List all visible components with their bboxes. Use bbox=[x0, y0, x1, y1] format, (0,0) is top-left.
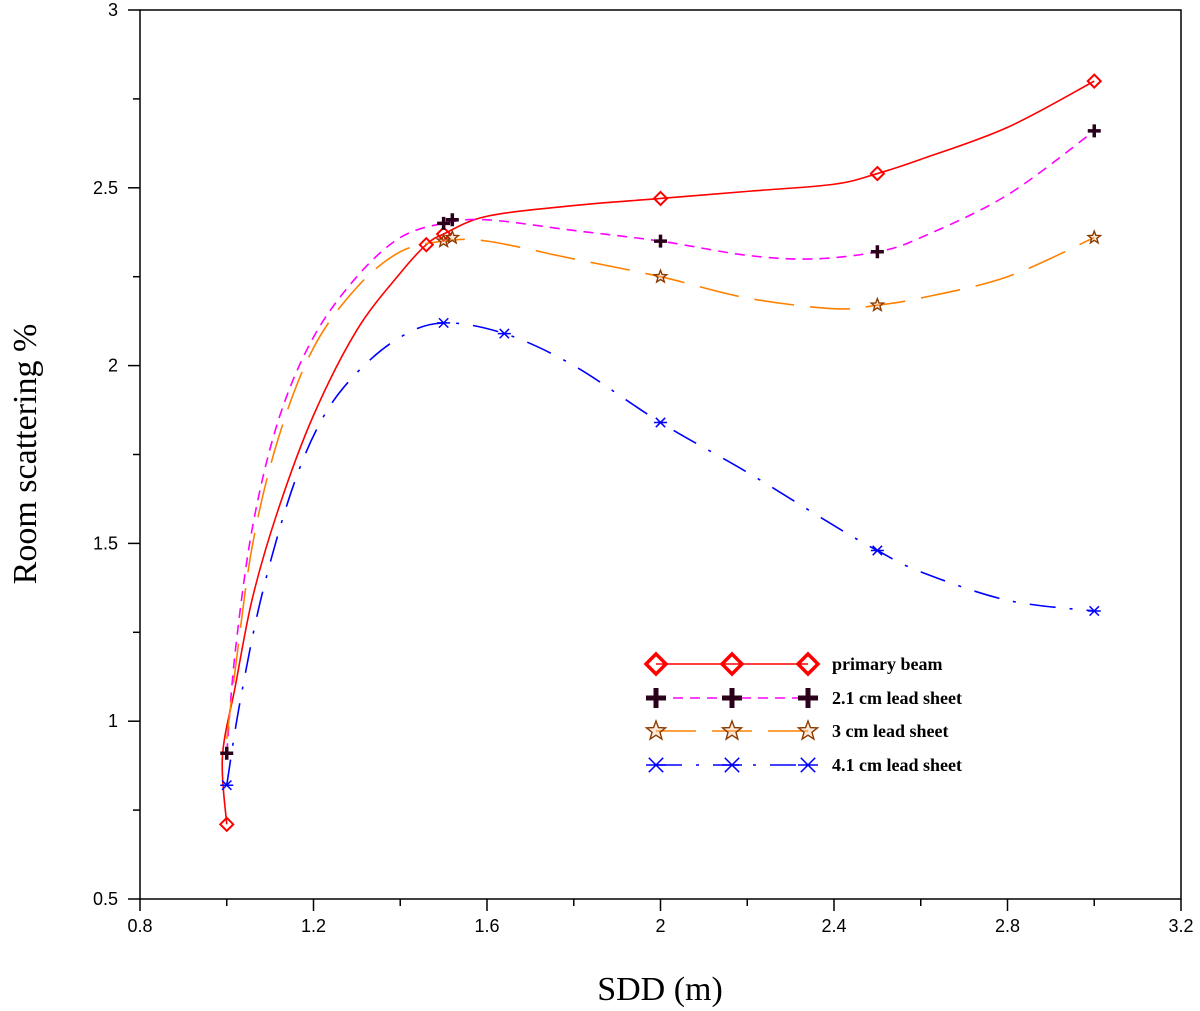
series-curves bbox=[221, 80, 1095, 825]
legend-marker-icon bbox=[720, 719, 744, 741]
legend-marker-icon bbox=[798, 757, 818, 773]
data-point bbox=[437, 317, 451, 329]
y-tick-labels: 0.5 1 1.5 2 2.5 3 bbox=[93, 0, 118, 909]
data-point bbox=[435, 232, 452, 249]
legend-marker-icon bbox=[646, 757, 666, 773]
y-tick-label: 3 bbox=[108, 0, 118, 20]
series-line-3 bbox=[225, 322, 1095, 786]
x-tick-label: 2.8 bbox=[995, 916, 1020, 936]
data-point bbox=[218, 816, 235, 833]
data-point bbox=[220, 779, 234, 791]
data-point bbox=[652, 190, 669, 207]
x-tick-label: 3.2 bbox=[1168, 916, 1193, 936]
data-point bbox=[445, 213, 459, 227]
data-point bbox=[220, 746, 234, 760]
data-point bbox=[870, 545, 884, 556]
data-point bbox=[497, 328, 511, 339]
x-tick-label: 1.2 bbox=[301, 916, 326, 936]
x-tick-label: 2 bbox=[655, 916, 665, 936]
data-point bbox=[1087, 605, 1101, 617]
series-markers bbox=[218, 73, 1103, 833]
x-axis-title: SDD (m) bbox=[597, 971, 723, 1008]
legend-marker-icon bbox=[722, 757, 742, 773]
legend-label-2: 3 cm lead sheet bbox=[832, 721, 948, 741]
legend-marker-icon bbox=[644, 719, 668, 741]
legend-label-1: 2.1 cm lead sheet bbox=[832, 688, 962, 708]
legend-marker-icon bbox=[646, 688, 666, 708]
data-point bbox=[437, 216, 451, 230]
legend-marker-icon bbox=[719, 651, 745, 677]
data-point bbox=[1087, 124, 1101, 138]
x-tick-label: 1.6 bbox=[474, 916, 499, 936]
legend-marker-icon bbox=[722, 688, 742, 708]
legend: primary beam 2.1 cm lead sheet 3 cm lead s… bbox=[643, 651, 962, 775]
legend-marker-icon bbox=[798, 688, 818, 708]
y-tick-label: 0.5 bbox=[93, 889, 118, 909]
data-point bbox=[869, 165, 886, 182]
data-point bbox=[654, 234, 667, 248]
data-point bbox=[654, 417, 667, 428]
legend-marker-icon bbox=[795, 651, 821, 677]
legend-label-0: primary beam bbox=[832, 654, 942, 674]
x-tick-label: 2.4 bbox=[821, 916, 846, 936]
y-tick-label: 1 bbox=[108, 711, 118, 731]
axis-ticks bbox=[128, 9, 1182, 911]
data-point bbox=[869, 296, 886, 313]
y-tick-label: 1.5 bbox=[93, 533, 118, 553]
series-line-1 bbox=[225, 130, 1095, 754]
data-point bbox=[870, 245, 884, 259]
data-point bbox=[652, 268, 669, 284]
x-tick-labels: 0.8 1.2 1.6 2 2.4 2.8 3.2 bbox=[127, 916, 1193, 936]
x-tick-label: 0.8 bbox=[127, 916, 152, 936]
y-tick-label: 2 bbox=[108, 356, 118, 376]
legend-label-3: 4.1 cm lead sheet bbox=[832, 755, 962, 775]
y-axis-title: Room scattering % bbox=[7, 324, 44, 585]
data-point bbox=[1086, 229, 1103, 245]
data-point bbox=[1086, 73, 1103, 90]
y-tick-label: 2.5 bbox=[93, 178, 118, 198]
data-point bbox=[435, 226, 452, 242]
data-point bbox=[418, 236, 435, 253]
series-line-2 bbox=[225, 236, 1095, 740]
legend-marker-icon bbox=[643, 651, 669, 677]
legend-marker-icon bbox=[796, 719, 820, 741]
data-point bbox=[444, 229, 461, 245]
series-line-0 bbox=[221, 80, 1095, 825]
